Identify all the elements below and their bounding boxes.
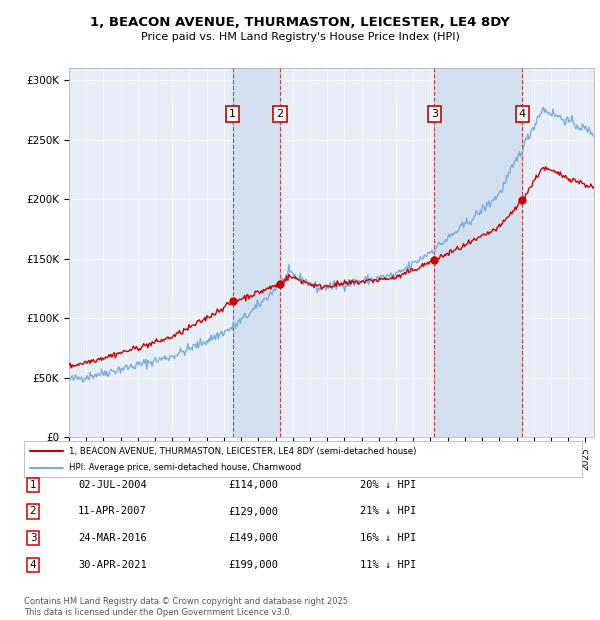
Text: 24-MAR-2016: 24-MAR-2016	[78, 533, 147, 543]
Text: 1: 1	[229, 109, 236, 119]
Text: 1, BEACON AVENUE, THURMASTON, LEICESTER, LE4 8DY (semi-detached house): 1, BEACON AVENUE, THURMASTON, LEICESTER,…	[68, 446, 416, 456]
Text: £149,000: £149,000	[228, 533, 278, 543]
Bar	[233, 68, 280, 437]
Text: HPI: Average price, semi-detached house, Charnwood: HPI: Average price, semi-detached house,…	[68, 463, 301, 472]
Text: 16% ↓ HPI: 16% ↓ HPI	[360, 533, 416, 543]
Text: 30-APR-2021: 30-APR-2021	[78, 560, 147, 570]
Bar	[434, 68, 522, 437]
Text: 20% ↓ HPI: 20% ↓ HPI	[360, 480, 416, 490]
Text: 2: 2	[276, 109, 283, 119]
Text: 1, BEACON AVENUE, THURMASTON, LEICESTER, LE4 8DY: 1, BEACON AVENUE, THURMASTON, LEICESTER,…	[90, 16, 510, 29]
Text: 1: 1	[29, 480, 37, 490]
Text: 02-JUL-2004: 02-JUL-2004	[78, 480, 147, 490]
Text: £129,000: £129,000	[228, 507, 278, 516]
Text: 4: 4	[29, 560, 37, 570]
Text: 2: 2	[29, 507, 37, 516]
Text: 4: 4	[518, 109, 526, 119]
Text: 21% ↓ HPI: 21% ↓ HPI	[360, 507, 416, 516]
Text: Price paid vs. HM Land Registry's House Price Index (HPI): Price paid vs. HM Land Registry's House …	[140, 32, 460, 42]
Text: £114,000: £114,000	[228, 480, 278, 490]
Text: 3: 3	[431, 109, 438, 119]
Text: 11% ↓ HPI: 11% ↓ HPI	[360, 560, 416, 570]
Text: 3: 3	[29, 533, 37, 543]
Text: 11-APR-2007: 11-APR-2007	[78, 507, 147, 516]
Text: Contains HM Land Registry data © Crown copyright and database right 2025.
This d: Contains HM Land Registry data © Crown c…	[24, 598, 350, 617]
Text: £199,000: £199,000	[228, 560, 278, 570]
